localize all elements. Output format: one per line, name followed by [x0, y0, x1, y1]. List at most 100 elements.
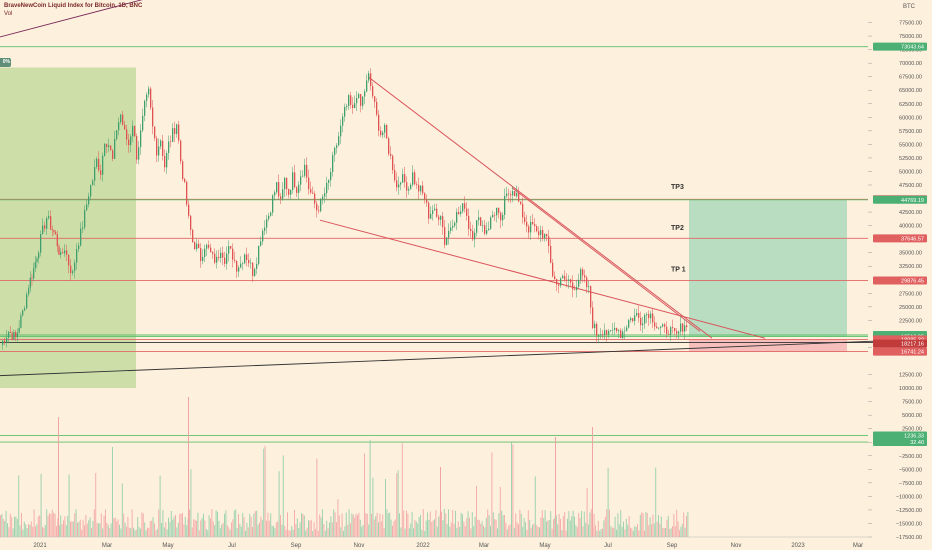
volume-bar [606, 509, 608, 537]
candle-body [412, 172, 414, 185]
candle-body [628, 320, 630, 328]
volume-bar [548, 520, 550, 537]
volume-bar [588, 524, 589, 537]
volume-bar [522, 526, 524, 537]
x-tick-label: Nov [731, 543, 742, 549]
volume-bar [26, 528, 28, 537]
candle-body [366, 80, 368, 92]
candle-body [394, 169, 396, 181]
volume-bar [282, 455, 284, 537]
candle-body [51, 229, 53, 231]
candle-body [576, 286, 578, 291]
volume-bar [597, 520, 599, 537]
volume-indicator-label: Vol [4, 11, 13, 17]
volume-bar [344, 526, 346, 537]
volume-bar [162, 509, 164, 537]
volume-bar [478, 520, 480, 537]
candle-body [220, 252, 222, 258]
candle-body [464, 203, 466, 209]
volume-bar [289, 530, 291, 537]
volume-bar [211, 509, 213, 537]
candle-body [202, 257, 204, 261]
volume-bar [121, 483, 123, 537]
candle-body [156, 138, 158, 156]
volume-bar [2, 518, 4, 537]
volume-bar [665, 527, 666, 537]
candle-body [22, 310, 24, 316]
volume-bar [233, 510, 235, 537]
volume-bar [249, 513, 251, 537]
volume-bar [336, 522, 337, 537]
candle-body [118, 122, 120, 131]
volume-bar [677, 521, 679, 537]
volume-bar [324, 530, 326, 537]
candle-body [182, 161, 184, 180]
y-tick-label: −15000.00 [896, 521, 922, 527]
candle-body [472, 230, 474, 240]
volume-bar [107, 524, 109, 537]
x-tick-label: 2023 [791, 543, 805, 549]
candle-body [136, 136, 138, 160]
volume-bar [12, 528, 14, 537]
candle-body [492, 214, 494, 218]
volume-bar [407, 513, 409, 537]
volume-bar [373, 519, 375, 537]
volume-bar [197, 512, 199, 537]
volume-bar [343, 530, 344, 537]
candle-body [414, 172, 416, 185]
volume-bar [579, 518, 581, 537]
volume-bar [323, 523, 325, 537]
volume-bar [604, 516, 606, 537]
candle-body [484, 225, 486, 234]
candle-body [462, 203, 464, 212]
y-tick-label: 67500.00 [899, 75, 922, 81]
candle-body [638, 313, 640, 318]
candle-body [62, 252, 64, 254]
volume-bar [303, 515, 305, 537]
volume-bar [676, 509, 678, 537]
volume-bar [112, 446, 113, 537]
y-tick-label: 50000.00 [899, 169, 922, 175]
volume-bar [271, 525, 273, 537]
volume-bar [102, 528, 104, 537]
volume-bar [270, 513, 272, 537]
candle-body [196, 243, 198, 250]
candle-body [646, 314, 648, 316]
volume-bar [387, 513, 389, 537]
volume-bar [161, 523, 162, 537]
volume-bar [263, 448, 265, 537]
volume-bar [567, 518, 568, 537]
volume-bar [246, 522, 248, 537]
candle-body [560, 278, 562, 286]
candle-body [86, 204, 88, 211]
volume-bar [641, 512, 643, 537]
volume-spike [592, 427, 593, 537]
candle-body [514, 191, 516, 197]
candle-body [524, 217, 526, 222]
candle-body [286, 177, 288, 190]
volume-bar [415, 521, 417, 537]
volume-bar [351, 513, 353, 537]
candle-body [9, 331, 12, 333]
volume-bar [70, 521, 71, 537]
candle-body [236, 260, 238, 272]
candle-body [374, 96, 376, 102]
volume-bar [516, 522, 518, 537]
volume-bar [4, 520, 6, 537]
volume-bar [285, 529, 287, 537]
candle-body [474, 232, 476, 240]
volume-bar [184, 516, 186, 537]
candle-body [534, 224, 536, 227]
x-tick-label: Mar [479, 543, 489, 549]
volume-bar [483, 525, 484, 537]
candle-body [614, 328, 616, 330]
volume-bar [390, 519, 392, 537]
percent-tag: 0% [0, 58, 11, 67]
volume-bar [268, 520, 270, 537]
x-tick-label: May [162, 543, 173, 549]
volume-bar [515, 513, 517, 537]
volume-bar [547, 520, 549, 537]
volume-bar [530, 527, 532, 537]
